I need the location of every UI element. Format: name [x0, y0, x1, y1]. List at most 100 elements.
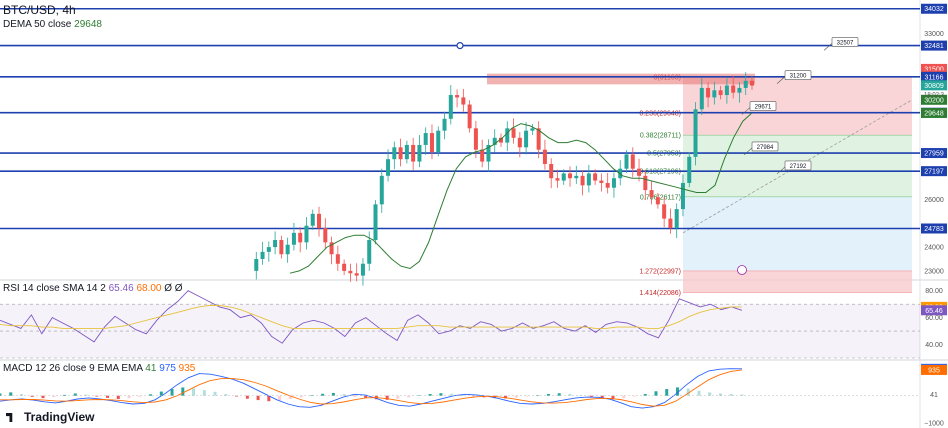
price-tick-label: 26000: [924, 197, 944, 204]
candle-body: [605, 182, 610, 188]
rsi-tick-label: 60.00: [925, 315, 943, 322]
macd-tick-label: 41: [930, 392, 938, 399]
callout-pointer: [743, 147, 753, 156]
macd-histogram-bar: [471, 395, 475, 397]
macd-histogram-bar: [278, 395, 282, 401]
rsi-extra: Ø Ø: [164, 283, 183, 294]
rsi-sma-value: 68.00: [136, 283, 162, 294]
macd-histogram-bar: [665, 389, 669, 396]
macd-histogram-bar: [202, 390, 206, 396]
candle-body: [536, 128, 541, 150]
callout-label: 32507: [837, 40, 854, 46]
tradingview-icon: [6, 413, 13, 422]
price-badge-label: 34032: [924, 6, 944, 13]
logo-text: TradingView: [24, 410, 95, 424]
fib-zone-2: [683, 135, 912, 154]
price-badge-label: 29648: [924, 110, 944, 117]
macd-series-macd: [0, 368, 743, 409]
candle-body: [266, 247, 271, 252]
macd-histogram-bar: [525, 395, 529, 397]
macd-histogram-bar: [428, 394, 432, 396]
macd-histogram-bar: [353, 395, 357, 397]
rsi-tick-label: 80.00: [925, 288, 943, 295]
candle-body: [323, 228, 328, 243]
candle-body: [643, 175, 648, 191]
candle-body: [260, 251, 265, 259]
macd-histogram-bar: [288, 395, 292, 399]
macd-histogram-bar: [450, 393, 454, 396]
candle-body: [649, 190, 654, 198]
macd-histogram-bar: [643, 394, 647, 396]
price-badge-label: 32481: [924, 43, 944, 50]
candle-body: [310, 213, 315, 226]
macd-histogram-bar: [256, 395, 260, 401]
dema-line: [289, 112, 753, 274]
candle-body: [436, 130, 441, 153]
alert-icon: [737, 265, 747, 275]
candle-body: [273, 239, 278, 248]
macd-histogram-bar: [63, 394, 67, 396]
price-tick-label: 23000: [924, 268, 944, 275]
candle-body: [298, 232, 303, 243]
macd-histogram-bar: [245, 395, 249, 399]
candle-body: [373, 204, 378, 240]
callout-box: [749, 101, 777, 111]
candle-body: [473, 128, 478, 150]
fib-label: 0.786(26117): [640, 194, 681, 201]
price-badge-label: 30809: [924, 83, 944, 90]
candle-body: [737, 87, 742, 93]
candle-body: [499, 137, 503, 143]
rsi-series-rsi: [0, 290, 743, 344]
fib-label: 1.272(22997): [639, 268, 681, 275]
price-badge: [921, 166, 947, 177]
macd-histogram-bar: [600, 395, 604, 399]
macd-histogram-bar: [654, 391, 658, 396]
candle-body: [367, 239, 372, 264]
macd-histogram-bar: [460, 394, 464, 396]
candle-body: [492, 137, 497, 145]
candle-body: [329, 242, 334, 255]
price-badge-label: 27959: [924, 151, 944, 158]
rsi-tick-label: 40.00: [925, 342, 943, 349]
macd-histogram-bar: [138, 395, 142, 397]
macd-badge-label: 935: [928, 367, 940, 374]
macd-histogram-bar: [9, 392, 13, 396]
rsi-band: [0, 304, 920, 358]
candle-body: [254, 258, 259, 271]
dema-value: 29648: [74, 19, 102, 30]
candle-body: [699, 87, 704, 110]
callout-pointer: [776, 166, 786, 175]
candle-body: [398, 147, 403, 160]
candle-body: [662, 204, 667, 219]
price-badge: [921, 107, 947, 118]
macd-histogram-bar: [310, 395, 314, 396]
candle-body: [586, 173, 591, 186]
macd-histogram-bar: [213, 391, 217, 396]
macd-histogram-bar: [73, 393, 77, 396]
macd-histogram-bar: [729, 394, 733, 396]
macd-label: MACD 12 26 close 9 EMA EMA: [3, 363, 143, 374]
candle-body: [549, 163, 554, 179]
price-badge-label: 31166: [925, 74, 944, 81]
candle-body: [599, 180, 604, 183]
symbol-title: BTC/USD, 4h: [3, 3, 76, 17]
macd-series-signal: [0, 369, 743, 407]
macd-histogram-bar: [95, 395, 99, 397]
candle-body: [455, 95, 460, 98]
rsi-value: 65.46: [108, 283, 134, 294]
callout-box: [784, 70, 812, 80]
rsi-legend: RSI 14 close SMA 14 2 65.46 68.00 Ø Ø: [3, 283, 183, 294]
macd-hist-value: 41: [145, 363, 157, 374]
rsi-badge-label: 65.46: [925, 308, 943, 315]
fib-zone-6: [683, 270, 912, 293]
candle-body: [674, 209, 679, 229]
candle-body: [486, 144, 491, 162]
macd-histogram-bar: [321, 393, 325, 396]
macd-histogram-bar: [0, 393, 2, 396]
macd-histogram-bar: [697, 390, 701, 396]
candle-body: [593, 173, 598, 181]
candle-body: [379, 175, 384, 205]
candle-body: [580, 175, 585, 186]
candle-body: [354, 273, 359, 276]
